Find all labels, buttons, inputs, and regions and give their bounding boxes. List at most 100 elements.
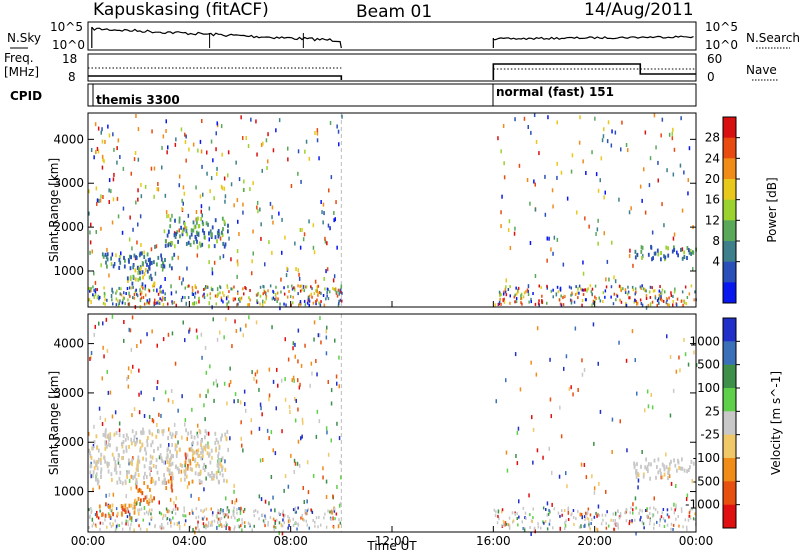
- feature-cell-4: [171, 443, 174, 447]
- ground-echo-cell: [157, 300, 159, 303]
- echo-cell: [255, 379, 258, 384]
- feature-cell-0: [135, 255, 138, 260]
- echo-cell: [93, 332, 95, 337]
- feature-cell-4: [224, 467, 227, 472]
- ground-echo-cell: [203, 525, 205, 529]
- ground-echo-cell: [636, 301, 639, 305]
- echo-cell: [140, 183, 142, 187]
- nave-label: Nave: [746, 63, 777, 77]
- feature-cell-4: [89, 470, 92, 475]
- colorbar-frame: [722, 116, 737, 304]
- echo-cell: [563, 366, 565, 371]
- feature-cell-4: [147, 435, 149, 440]
- ground-echo-cell: [320, 523, 322, 527]
- echo-cell: [695, 363, 698, 368]
- feature-cell-2: [167, 229, 170, 234]
- nsky-panel: N.Sky 10^5 10^0 10^5 10^0 N.Search: [7, 20, 800, 52]
- feature-cell-4: [110, 472, 113, 477]
- ground-echo-cell: [130, 523, 132, 527]
- echo-cell: [544, 212, 547, 217]
- echo-cell: [532, 427, 535, 432]
- echo-cell: [683, 170, 685, 175]
- echo-cell: [222, 254, 225, 259]
- feature-cell-3: [657, 252, 660, 257]
- echo-cell: [687, 178, 689, 183]
- echo-cell: [92, 444, 95, 448]
- ground-echo-cell: [259, 294, 262, 298]
- y-tick-label: 2000: [53, 435, 84, 449]
- echo-cell: [600, 156, 603, 161]
- echo-cell: [692, 267, 694, 272]
- echo-cell: [134, 151, 137, 155]
- ground-echo-cell: [598, 296, 600, 300]
- ground-echo-cell: [532, 507, 534, 511]
- echo-cell: [564, 523, 567, 528]
- ground-echo-cell: [634, 287, 637, 291]
- echo-cell: [301, 434, 303, 439]
- echo-cell: [110, 262, 113, 267]
- ground-echo-cell: [640, 302, 643, 305]
- feature-cell-0: [112, 264, 115, 269]
- ground-echo-cell: [220, 523, 222, 527]
- feature-cell-4: [193, 435, 196, 440]
- ground-echo-cell: [537, 525, 540, 529]
- ground-echo-cell: [604, 289, 607, 293]
- ground-echo-cell: [158, 301, 161, 305]
- echo-cell: [256, 152, 258, 157]
- ground-echo-cell: [281, 524, 284, 528]
- echo-cell: [581, 372, 584, 377]
- echo-cell: [162, 289, 164, 294]
- ground-echo-cell: [589, 513, 592, 517]
- echo-cell: [322, 475, 324, 480]
- feature-cell-5: [633, 465, 636, 470]
- ground-echo-cell: [287, 515, 289, 518]
- echo-cell: [174, 142, 177, 147]
- ground-echo-cell: [238, 507, 240, 510]
- feature-cell-4: [135, 441, 137, 446]
- ground-echo-cell: [339, 298, 342, 302]
- echo-cell: [135, 200, 137, 205]
- ground-echo-cell: [233, 510, 235, 514]
- echo-cell: [109, 390, 112, 395]
- echo-cell: [94, 280, 97, 285]
- ground-echo-cell: [577, 296, 579, 300]
- echo-cell: [508, 219, 511, 224]
- ground-echo-cell: [111, 289, 113, 293]
- feature-cell-4: [136, 439, 138, 444]
- feature-cell-2: [170, 479, 173, 484]
- echo-cell: [94, 122, 97, 127]
- ground-echo-cell: [195, 526, 197, 530]
- feature-cell-0: [153, 260, 155, 265]
- feature-cell-5: [642, 474, 645, 479]
- ground-echo-cell: [112, 302, 114, 306]
- ground-echo-cell: [162, 303, 165, 306]
- feature-cell-1: [149, 487, 151, 492]
- ground-echo-cell: [305, 519, 308, 523]
- echo-cell: [208, 260, 210, 265]
- echo-cell: [231, 344, 233, 349]
- echo-cell: [252, 181, 254, 186]
- feature-cell-0: [106, 252, 109, 257]
- echo-cell: [670, 481, 673, 486]
- echo-cell: [302, 486, 304, 490]
- feature-cell-4: [133, 438, 135, 443]
- velocity-colorbar-label: Velocity [m s^-1]: [769, 371, 783, 475]
- echo-cell: [184, 140, 187, 144]
- ground-echo-cell: [333, 507, 336, 511]
- feature-cell-3: [686, 246, 689, 250]
- ground-echo-cell: [531, 520, 533, 523]
- feature-cell-4: [103, 456, 106, 460]
- echo-cell: [613, 275, 615, 280]
- ground-echo-cell: [293, 286, 295, 290]
- echo-cell: [687, 191, 689, 196]
- echo-cell: [328, 188, 330, 193]
- ground-echo-cell: [653, 526, 655, 530]
- ground-echo-cell: [283, 286, 285, 290]
- ground-echo-cell: [238, 525, 241, 529]
- colorbar-tick-label: -100: [693, 451, 720, 465]
- feature-cell-4: [168, 462, 171, 467]
- echo-cell: [297, 439, 300, 444]
- ground-echo-cell: [109, 507, 111, 511]
- echo-cell: [308, 156, 311, 161]
- ground-echo-cell: [124, 302, 126, 306]
